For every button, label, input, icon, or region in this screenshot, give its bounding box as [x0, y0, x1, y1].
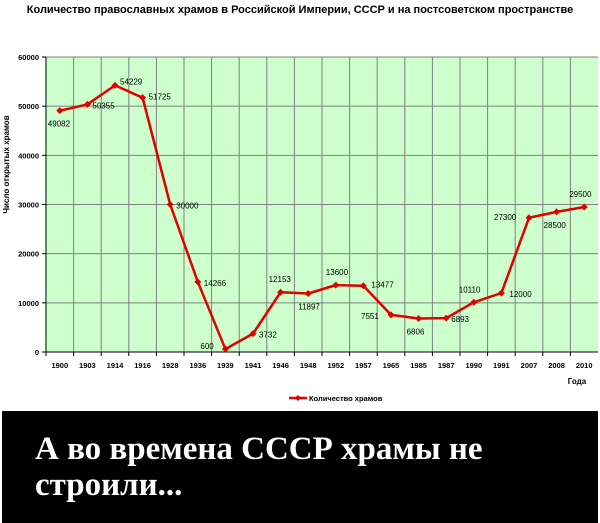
x-axis-title: Года	[568, 377, 587, 386]
y-tick-label: 20000	[18, 250, 39, 259]
data-label: 600	[200, 342, 214, 351]
x-tick-label: 1987	[438, 361, 455, 370]
data-label: 6893	[451, 315, 469, 324]
data-label: 13600	[326, 268, 349, 277]
caption-banner: А во времена СССР храмы не строили...	[2, 411, 598, 523]
y-axis-title: Число открытых храмов	[2, 115, 11, 213]
x-tick-label: 1991	[493, 361, 510, 370]
data-label: 51725	[149, 93, 172, 102]
data-label: 7551	[361, 312, 379, 321]
data-label: 10110	[459, 285, 481, 294]
data-label: 14266	[204, 279, 227, 288]
series-line	[59, 84, 585, 351]
data-label: 30000	[176, 202, 199, 211]
y-tick-label: 50000	[18, 102, 39, 111]
data-label: 3732	[259, 331, 277, 340]
y-tick-label: 10000	[18, 299, 39, 308]
data-label: 11897	[298, 303, 320, 312]
x-tick-label: 1900	[51, 361, 68, 370]
caption-text: А во времена СССР храмы не строили...	[35, 431, 483, 503]
data-point	[470, 298, 478, 306]
y-tick-label: 30000	[18, 201, 39, 210]
data-point	[221, 345, 229, 353]
data-label: 28500	[544, 221, 567, 230]
data-label: 29500	[569, 190, 592, 199]
x-tick-label: 1948	[300, 361, 317, 370]
x-tick-label: 1914	[107, 361, 125, 370]
chart-title: Количество православных храмов в Российс…	[26, 4, 574, 16]
data-label: 49082	[48, 120, 71, 129]
x-tick-label: 1952	[327, 361, 344, 370]
data-label: 12000	[509, 290, 532, 299]
data-point	[83, 100, 91, 108]
data-label: 12153	[269, 275, 292, 284]
x-tick-label: 2010	[576, 361, 593, 370]
data-label: 54229	[120, 77, 143, 86]
x-tick-label: 1990	[465, 361, 482, 370]
y-tick-label: 0	[35, 348, 39, 357]
x-tick-label: 1936	[189, 361, 206, 370]
y-tick-label: 60000	[18, 53, 39, 62]
data-point	[359, 282, 367, 290]
data-point	[497, 289, 505, 297]
data-point	[525, 214, 533, 222]
data-point	[387, 311, 395, 319]
data-point	[277, 288, 285, 296]
data-label: 13477	[371, 281, 394, 290]
data-label: 27300	[494, 213, 517, 222]
line-chart: 0 10000 20000 30000 40000 50000 60000 1900 1903 1…	[2, 53, 598, 403]
x-tick-label: 1946	[272, 361, 289, 370]
x-tick-label: 2008	[548, 361, 565, 370]
data-point	[332, 281, 340, 289]
data-label: 50355	[92, 101, 115, 110]
data-point	[194, 278, 202, 286]
data-point	[139, 94, 147, 102]
y-tick-label: 40000	[18, 151, 39, 160]
x-tick-label: 1985	[410, 361, 427, 370]
x-tick-label: 2007	[521, 361, 538, 370]
x-tick-label: 1941	[245, 361, 262, 370]
x-tick-label: 1939	[217, 361, 234, 370]
legend-marker	[295, 395, 301, 401]
data-point	[166, 201, 174, 208]
data-point	[304, 290, 312, 298]
data-point	[415, 315, 423, 323]
x-tick-label: 1903	[79, 361, 96, 370]
x-tick-label: 1916	[134, 361, 151, 370]
data-point	[580, 203, 588, 211]
x-tick-label: 1928	[162, 361, 179, 370]
x-tick-label: 1957	[355, 361, 372, 370]
data-point	[111, 81, 119, 89]
data-point	[249, 330, 257, 338]
legend-label: Количество храмов	[309, 394, 383, 403]
data-label: 6806	[407, 328, 425, 337]
data-point	[56, 107, 64, 115]
x-tick-label: 1965	[383, 361, 400, 370]
data-point	[442, 314, 450, 322]
data-point	[553, 208, 561, 216]
